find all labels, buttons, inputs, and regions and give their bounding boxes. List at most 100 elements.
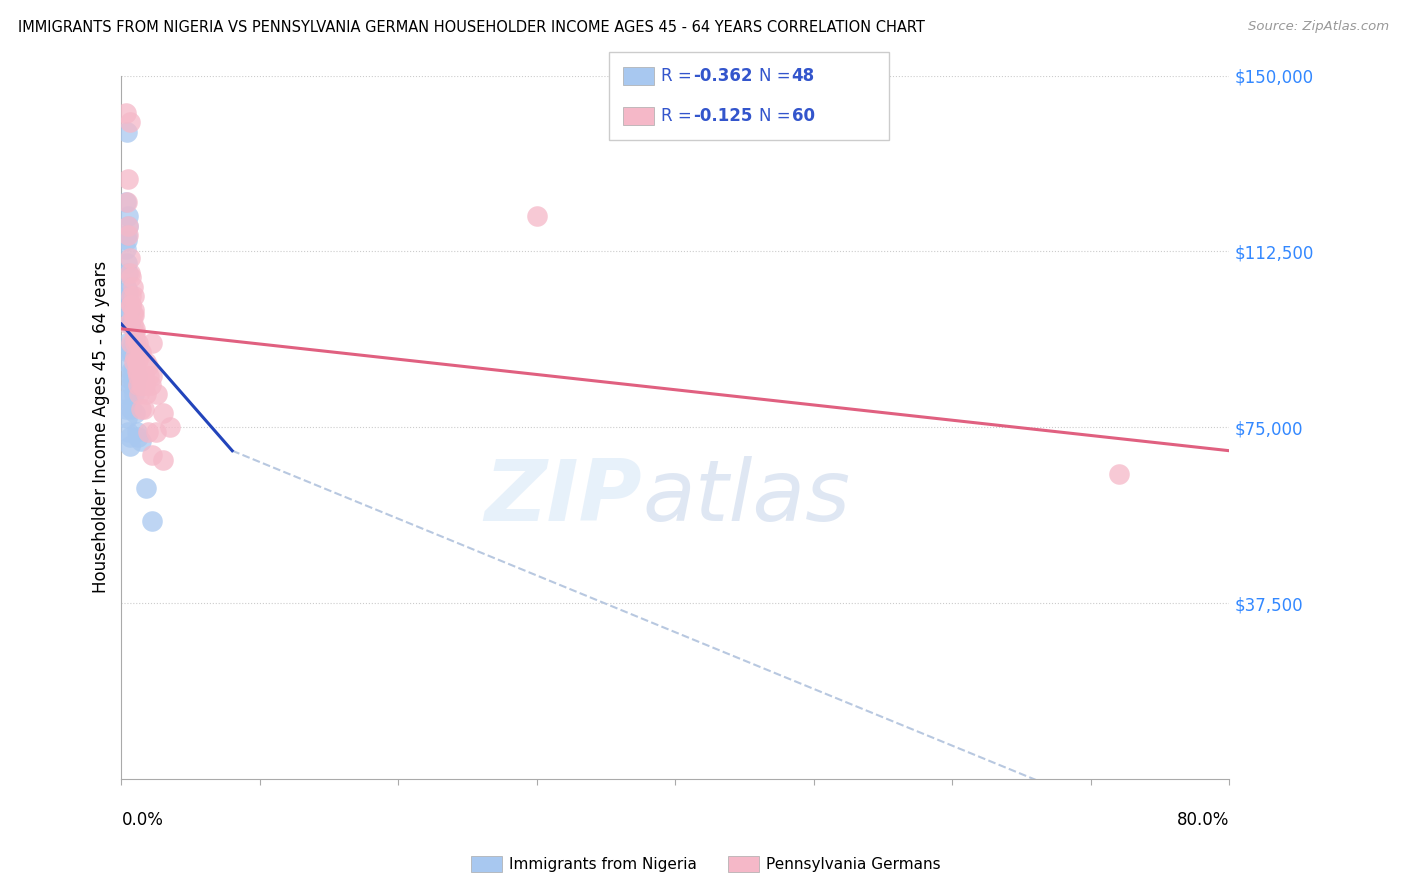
Point [117, 289, 139, 303]
Point [120, 401, 142, 416]
Point [117, 425, 139, 439]
Point [117, 293, 139, 308]
Point [159, 420, 181, 434]
Point [115, 195, 138, 210]
Point [124, 359, 146, 374]
Point [129, 378, 152, 392]
Point [135, 387, 157, 401]
Point [122, 350, 145, 364]
Point [122, 368, 145, 383]
Point [127, 364, 149, 378]
Point [141, 514, 163, 528]
Point [526, 209, 548, 223]
Point [121, 364, 143, 378]
Point [124, 378, 146, 392]
Point [115, 125, 138, 139]
Point [118, 252, 141, 266]
Point [125, 425, 148, 439]
Point [134, 378, 156, 392]
Point [146, 387, 169, 401]
Point [117, 219, 139, 233]
Point [120, 289, 142, 303]
Point [117, 317, 139, 331]
Text: R =: R = [661, 107, 697, 125]
Point [125, 354, 148, 368]
Point [122, 354, 145, 368]
Text: Immigrants from Nigeria: Immigrants from Nigeria [509, 857, 697, 871]
Point [136, 359, 159, 374]
Point [129, 368, 152, 383]
Point [127, 335, 149, 350]
Point [124, 326, 146, 341]
Text: N =: N = [759, 67, 796, 85]
Point [121, 335, 143, 350]
Point [132, 401, 155, 416]
Point [120, 298, 142, 312]
Point [115, 354, 138, 368]
Point [136, 425, 159, 439]
Point [132, 368, 155, 383]
Point [125, 368, 148, 383]
Point [115, 410, 138, 425]
Point [115, 392, 138, 406]
Text: atlas: atlas [643, 456, 851, 539]
Point [122, 289, 145, 303]
Point [120, 335, 142, 350]
Point [118, 265, 141, 279]
Point [129, 345, 152, 359]
Point [141, 335, 163, 350]
Point [120, 345, 142, 359]
Text: Source: ZipAtlas.com: Source: ZipAtlas.com [1249, 20, 1389, 33]
Point [114, 279, 136, 293]
Point [127, 368, 149, 383]
Point [118, 115, 141, 129]
Point [124, 331, 146, 345]
Point [117, 265, 139, 279]
Point [152, 406, 174, 420]
Point [127, 430, 149, 444]
Text: N =: N = [759, 107, 796, 125]
Point [128, 387, 150, 401]
Point [1108, 467, 1130, 482]
Point [121, 373, 143, 387]
Text: 48: 48 [792, 67, 814, 85]
Point [115, 335, 138, 350]
Point [124, 335, 146, 350]
Point [152, 453, 174, 467]
Point [114, 242, 136, 256]
Point [120, 378, 142, 392]
Point [141, 449, 163, 463]
Point [122, 308, 145, 322]
Point [114, 387, 136, 401]
Text: Pennsylvania Germans: Pennsylvania Germans [766, 857, 941, 871]
Point [135, 354, 157, 368]
Point [138, 368, 160, 383]
Point [118, 317, 141, 331]
Point [117, 308, 139, 322]
Point [117, 171, 139, 186]
Point [117, 219, 139, 233]
Point [121, 317, 143, 331]
Point [117, 345, 139, 359]
Point [129, 401, 152, 416]
Point [114, 195, 136, 210]
Point [120, 373, 142, 387]
Point [122, 387, 145, 401]
Point [118, 303, 141, 318]
Point [120, 364, 142, 378]
Text: 60: 60 [792, 107, 814, 125]
Point [120, 368, 142, 383]
Point [124, 406, 146, 420]
Point [115, 256, 138, 270]
Point [114, 106, 136, 120]
Point [117, 285, 139, 299]
Point [139, 378, 162, 392]
Text: 0.0%: 0.0% [121, 811, 163, 829]
Text: R =: R = [661, 67, 697, 85]
Point [117, 209, 139, 223]
Point [115, 227, 138, 242]
Point [128, 350, 150, 364]
Text: -0.362: -0.362 [693, 67, 752, 85]
Point [129, 434, 152, 449]
Point [124, 350, 146, 364]
